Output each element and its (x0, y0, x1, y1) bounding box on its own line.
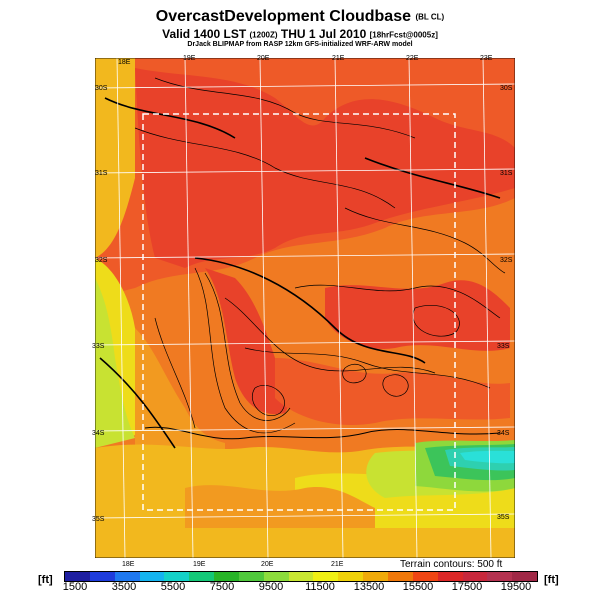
lat-label: 34S (92, 430, 105, 437)
colorbar-swatch (363, 572, 388, 581)
longitude-line (408, 58, 418, 558)
latitude-line (95, 253, 515, 259)
latitude-line (95, 168, 515, 174)
lat-label: 31S (500, 170, 513, 177)
lat-label: 31S (95, 170, 108, 177)
colorbar-swatch (263, 572, 289, 581)
latitude-line (95, 340, 515, 346)
cloudbase-region-cyan (460, 450, 515, 464)
colorbar-tick-label: 17500 (451, 581, 483, 593)
subtitle-date: THU 1 Jul 2010 (280, 27, 367, 41)
forecast-map (95, 58, 515, 558)
lat-label: 35S (92, 516, 105, 523)
colorbar-tick-label: 19500 (500, 581, 532, 593)
lat-label: 32S (95, 257, 108, 264)
colorbar-tick-label: 9500 (258, 581, 284, 593)
latitude-line (95, 426, 515, 432)
colorbar-unit-right: [ft] (544, 574, 559, 586)
lon-label: 18E (122, 561, 135, 568)
lat-label: 33S (92, 343, 105, 350)
colorbar-tick-label: 3500 (111, 581, 137, 593)
cloudbase-region-yelloworange (95, 528, 515, 558)
longitude-line (116, 58, 126, 558)
map-subtitle: Valid 1400 LST (1200Z) THU 1 Jul 2010 [1… (0, 27, 600, 41)
colorbar-swatch (437, 572, 463, 581)
colorbar-swatch (462, 572, 488, 581)
colorbar-swatch (114, 572, 140, 581)
colorbar-swatch (65, 572, 90, 581)
lon-label: 19E (193, 561, 206, 568)
longitude-line (334, 58, 344, 558)
lat-lon-grid (95, 58, 515, 558)
colorbar (64, 571, 538, 582)
lon-label: 20E (261, 561, 274, 568)
lat-label: 33S (497, 343, 510, 350)
domain-boundary (142, 113, 456, 511)
map-credit: DrJack BLIPMAP from RASP 12km GFS-initia… (187, 41, 413, 48)
cloudbase-region-yelloworange (95, 58, 135, 258)
colorbar-swatch (238, 572, 264, 581)
colorbar-tick-label: 5500 (160, 581, 186, 593)
colorbar-tick-label: 11500 (305, 581, 335, 593)
latitude-line (95, 83, 515, 89)
terrain-contour-note: Terrain contours: 500 ft (400, 559, 503, 570)
subtitle-valid: Valid 1400 LST (162, 27, 247, 41)
colorbar-unit-left: [ft] (38, 574, 53, 586)
colorbar-swatch (512, 572, 538, 581)
longitude-line (184, 58, 194, 558)
lat-label: 30S (95, 85, 108, 92)
map-title: OvercastDevelopment Cloudbase (BL CL) (0, 8, 600, 26)
title-text: OvercastDevelopment Cloudbase (155, 8, 411, 25)
latitude-line (95, 513, 515, 519)
colorbar-swatch (288, 572, 314, 581)
colorbar-tick-label: 1500 (62, 581, 88, 593)
lat-label: 32S (500, 257, 513, 264)
cloudbase-region-red (205, 268, 290, 415)
colorbar-swatch (338, 572, 364, 581)
cloudbase-region-red (135, 68, 515, 268)
colorbar-swatch (139, 572, 165, 581)
colorbar-swatch (189, 572, 215, 581)
cloudbase-region-redorange (275, 358, 510, 426)
lat-label: 35S (497, 514, 510, 521)
lon-label: 20E (257, 55, 270, 62)
colorbar-tick-label: 15500 (402, 581, 434, 593)
cloudbase-region-red (325, 280, 510, 351)
cloudbase-region-lightorange (135, 328, 225, 458)
colorbar-swatch (89, 572, 115, 581)
colorbar-swatch (313, 572, 339, 581)
field-layer (95, 58, 515, 558)
lon-label: 21E (331, 561, 344, 568)
colorbar-tick-label: 13500 (353, 581, 385, 593)
subtitle-code: (1200Z) (249, 30, 278, 40)
lon-label: 23E (480, 55, 493, 62)
colorbar-swatch (164, 572, 190, 581)
lat-label: 34S (497, 430, 510, 437)
colorbar-swatch (214, 572, 239, 581)
longitude-line (259, 58, 269, 558)
lat-label: 30S (500, 85, 513, 92)
lon-label: 18E (118, 59, 131, 66)
lon-label: 21E (332, 55, 345, 62)
subtitle-fcst: [18hrFcst@0005z] (369, 30, 438, 40)
colorbar-swatch (412, 572, 438, 581)
colorbar-swatch (387, 572, 413, 581)
coastline (144, 426, 501, 440)
colorbar-tick-label: 7500 (209, 581, 235, 593)
lon-label: 19E (183, 55, 196, 62)
title-tag: (BL CL) (415, 12, 445, 22)
longitude-line (482, 58, 492, 558)
lon-label: 22E (406, 55, 419, 62)
colorbar-swatch (487, 572, 513, 581)
cloudbase-region-yellowgreen (95, 278, 135, 448)
